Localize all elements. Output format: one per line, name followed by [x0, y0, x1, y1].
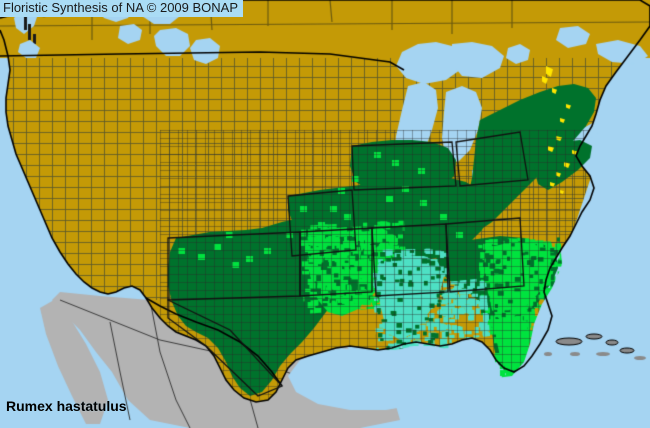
species-name-label: Rumex hastatulus: [6, 398, 127, 414]
map-title: Floristic Synthesis of NA © 2009 BONAP: [0, 0, 244, 17]
